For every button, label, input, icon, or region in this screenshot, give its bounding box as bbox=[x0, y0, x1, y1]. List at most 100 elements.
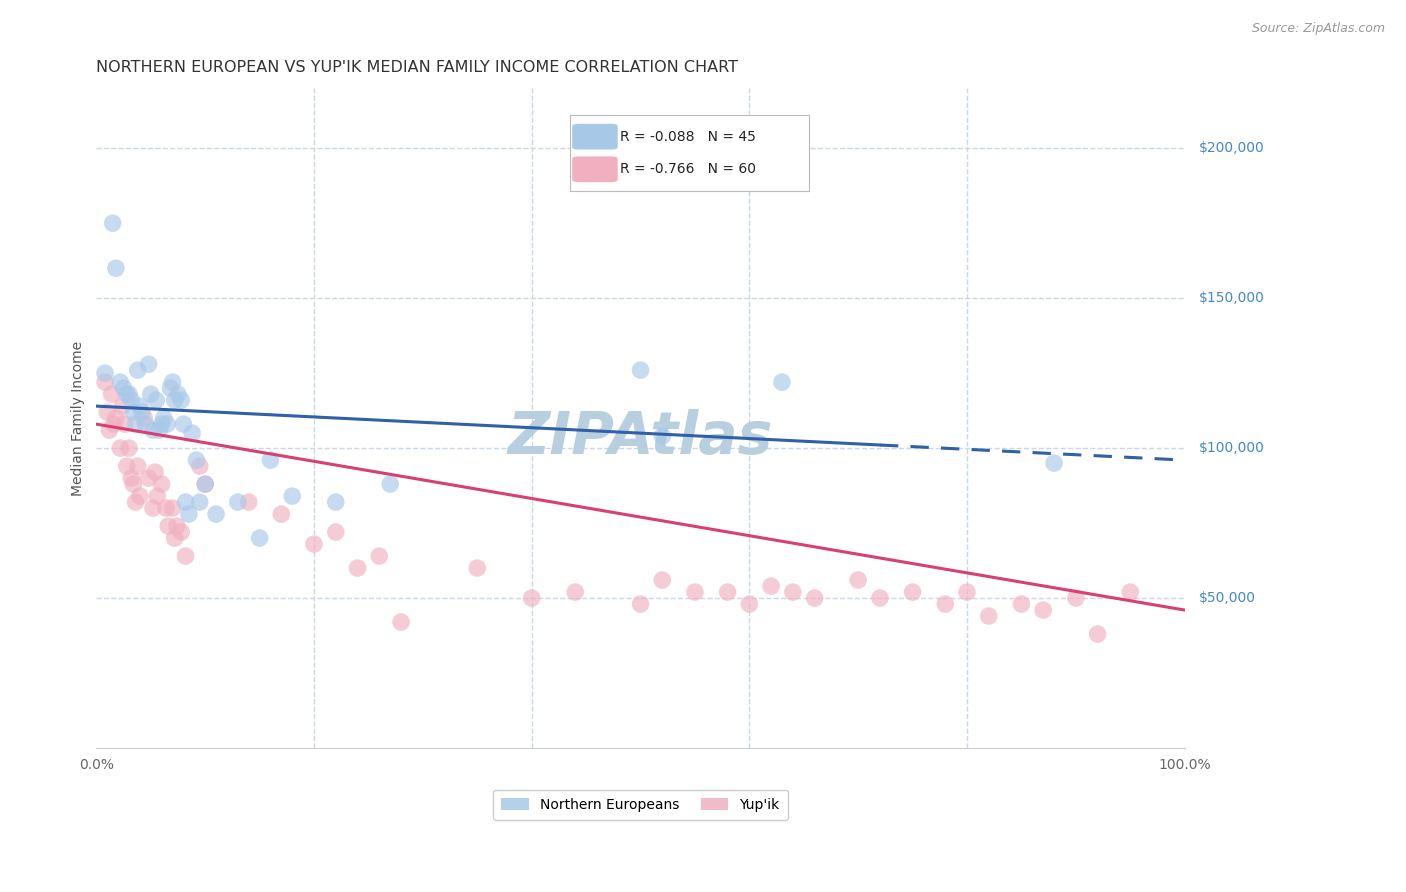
Y-axis label: Median Family Income: Median Family Income bbox=[72, 341, 86, 496]
Point bbox=[131, 405, 153, 419]
Point bbox=[159, 381, 181, 395]
Point bbox=[98, 423, 121, 437]
Point bbox=[630, 597, 652, 611]
Point bbox=[683, 585, 706, 599]
Point bbox=[226, 495, 249, 509]
Point bbox=[150, 417, 173, 431]
Text: $50,000: $50,000 bbox=[1198, 591, 1256, 605]
Point bbox=[259, 453, 281, 467]
Point bbox=[166, 519, 188, 533]
Text: ZIPAtlas: ZIPAtlas bbox=[508, 409, 773, 467]
Point bbox=[128, 399, 150, 413]
Point bbox=[138, 471, 160, 485]
Point bbox=[803, 591, 825, 605]
Point bbox=[302, 537, 325, 551]
Point bbox=[114, 417, 136, 431]
Point bbox=[651, 573, 673, 587]
Point bbox=[380, 477, 402, 491]
Point bbox=[94, 375, 117, 389]
Point bbox=[124, 417, 146, 431]
Point bbox=[716, 585, 738, 599]
Point bbox=[1043, 456, 1066, 470]
Point bbox=[1087, 627, 1109, 641]
Point bbox=[112, 381, 135, 395]
Point bbox=[101, 216, 124, 230]
Point bbox=[194, 477, 217, 491]
Point bbox=[138, 357, 160, 371]
Point bbox=[564, 585, 586, 599]
Point bbox=[205, 507, 228, 521]
Point bbox=[163, 531, 186, 545]
Point bbox=[96, 405, 118, 419]
Point bbox=[651, 429, 673, 443]
Point bbox=[782, 585, 804, 599]
Point bbox=[186, 453, 208, 467]
Point bbox=[172, 417, 194, 431]
Point bbox=[1010, 597, 1032, 611]
Point bbox=[325, 525, 347, 540]
Point bbox=[142, 423, 165, 437]
Point bbox=[122, 405, 145, 419]
Point bbox=[146, 489, 169, 503]
Point bbox=[122, 477, 145, 491]
Point bbox=[630, 363, 652, 377]
Point bbox=[150, 477, 173, 491]
Point bbox=[118, 387, 141, 401]
Point bbox=[104, 261, 127, 276]
Point bbox=[770, 375, 793, 389]
Point bbox=[143, 465, 166, 479]
Point bbox=[157, 519, 180, 533]
Point bbox=[110, 441, 132, 455]
Point bbox=[163, 393, 186, 408]
Point bbox=[162, 375, 184, 389]
Point bbox=[956, 585, 979, 599]
Point bbox=[238, 495, 260, 509]
Point bbox=[249, 531, 271, 545]
Point bbox=[145, 393, 167, 408]
Point bbox=[128, 489, 150, 503]
Point bbox=[869, 591, 891, 605]
Point bbox=[120, 471, 142, 485]
Point bbox=[156, 417, 179, 431]
Point bbox=[127, 459, 149, 474]
Point bbox=[139, 387, 162, 401]
Point bbox=[520, 591, 543, 605]
Point bbox=[846, 573, 869, 587]
Point bbox=[115, 387, 138, 401]
Point bbox=[977, 609, 1000, 624]
Point bbox=[120, 393, 142, 408]
Point bbox=[1064, 591, 1087, 605]
Point bbox=[110, 375, 132, 389]
Point bbox=[177, 507, 200, 521]
Point bbox=[155, 501, 177, 516]
Point bbox=[170, 393, 193, 408]
Point bbox=[118, 441, 141, 455]
Text: $150,000: $150,000 bbox=[1198, 291, 1264, 305]
Point bbox=[100, 387, 122, 401]
Point bbox=[124, 495, 146, 509]
Point bbox=[103, 417, 125, 431]
Point bbox=[111, 399, 134, 413]
Point bbox=[170, 525, 193, 540]
Point bbox=[181, 426, 204, 441]
Text: NORTHERN EUROPEAN VS YUP'IK MEDIAN FAMILY INCOME CORRELATION CHART: NORTHERN EUROPEAN VS YUP'IK MEDIAN FAMIL… bbox=[97, 60, 738, 75]
Point bbox=[162, 501, 184, 516]
Point bbox=[174, 549, 197, 563]
Point bbox=[901, 585, 924, 599]
Point bbox=[325, 495, 347, 509]
Point bbox=[465, 561, 488, 575]
Point bbox=[188, 495, 211, 509]
Point bbox=[134, 417, 156, 431]
Point bbox=[148, 423, 170, 437]
Point bbox=[127, 363, 149, 377]
Point bbox=[94, 366, 117, 380]
Point bbox=[174, 495, 197, 509]
Text: $200,000: $200,000 bbox=[1198, 141, 1264, 155]
Point bbox=[1032, 603, 1054, 617]
Point bbox=[194, 477, 217, 491]
Point bbox=[281, 489, 304, 503]
Legend: Northern Europeans, Yup'ik: Northern Europeans, Yup'ik bbox=[494, 789, 787, 821]
Point bbox=[104, 411, 127, 425]
Point bbox=[188, 459, 211, 474]
Text: $100,000: $100,000 bbox=[1198, 442, 1264, 455]
